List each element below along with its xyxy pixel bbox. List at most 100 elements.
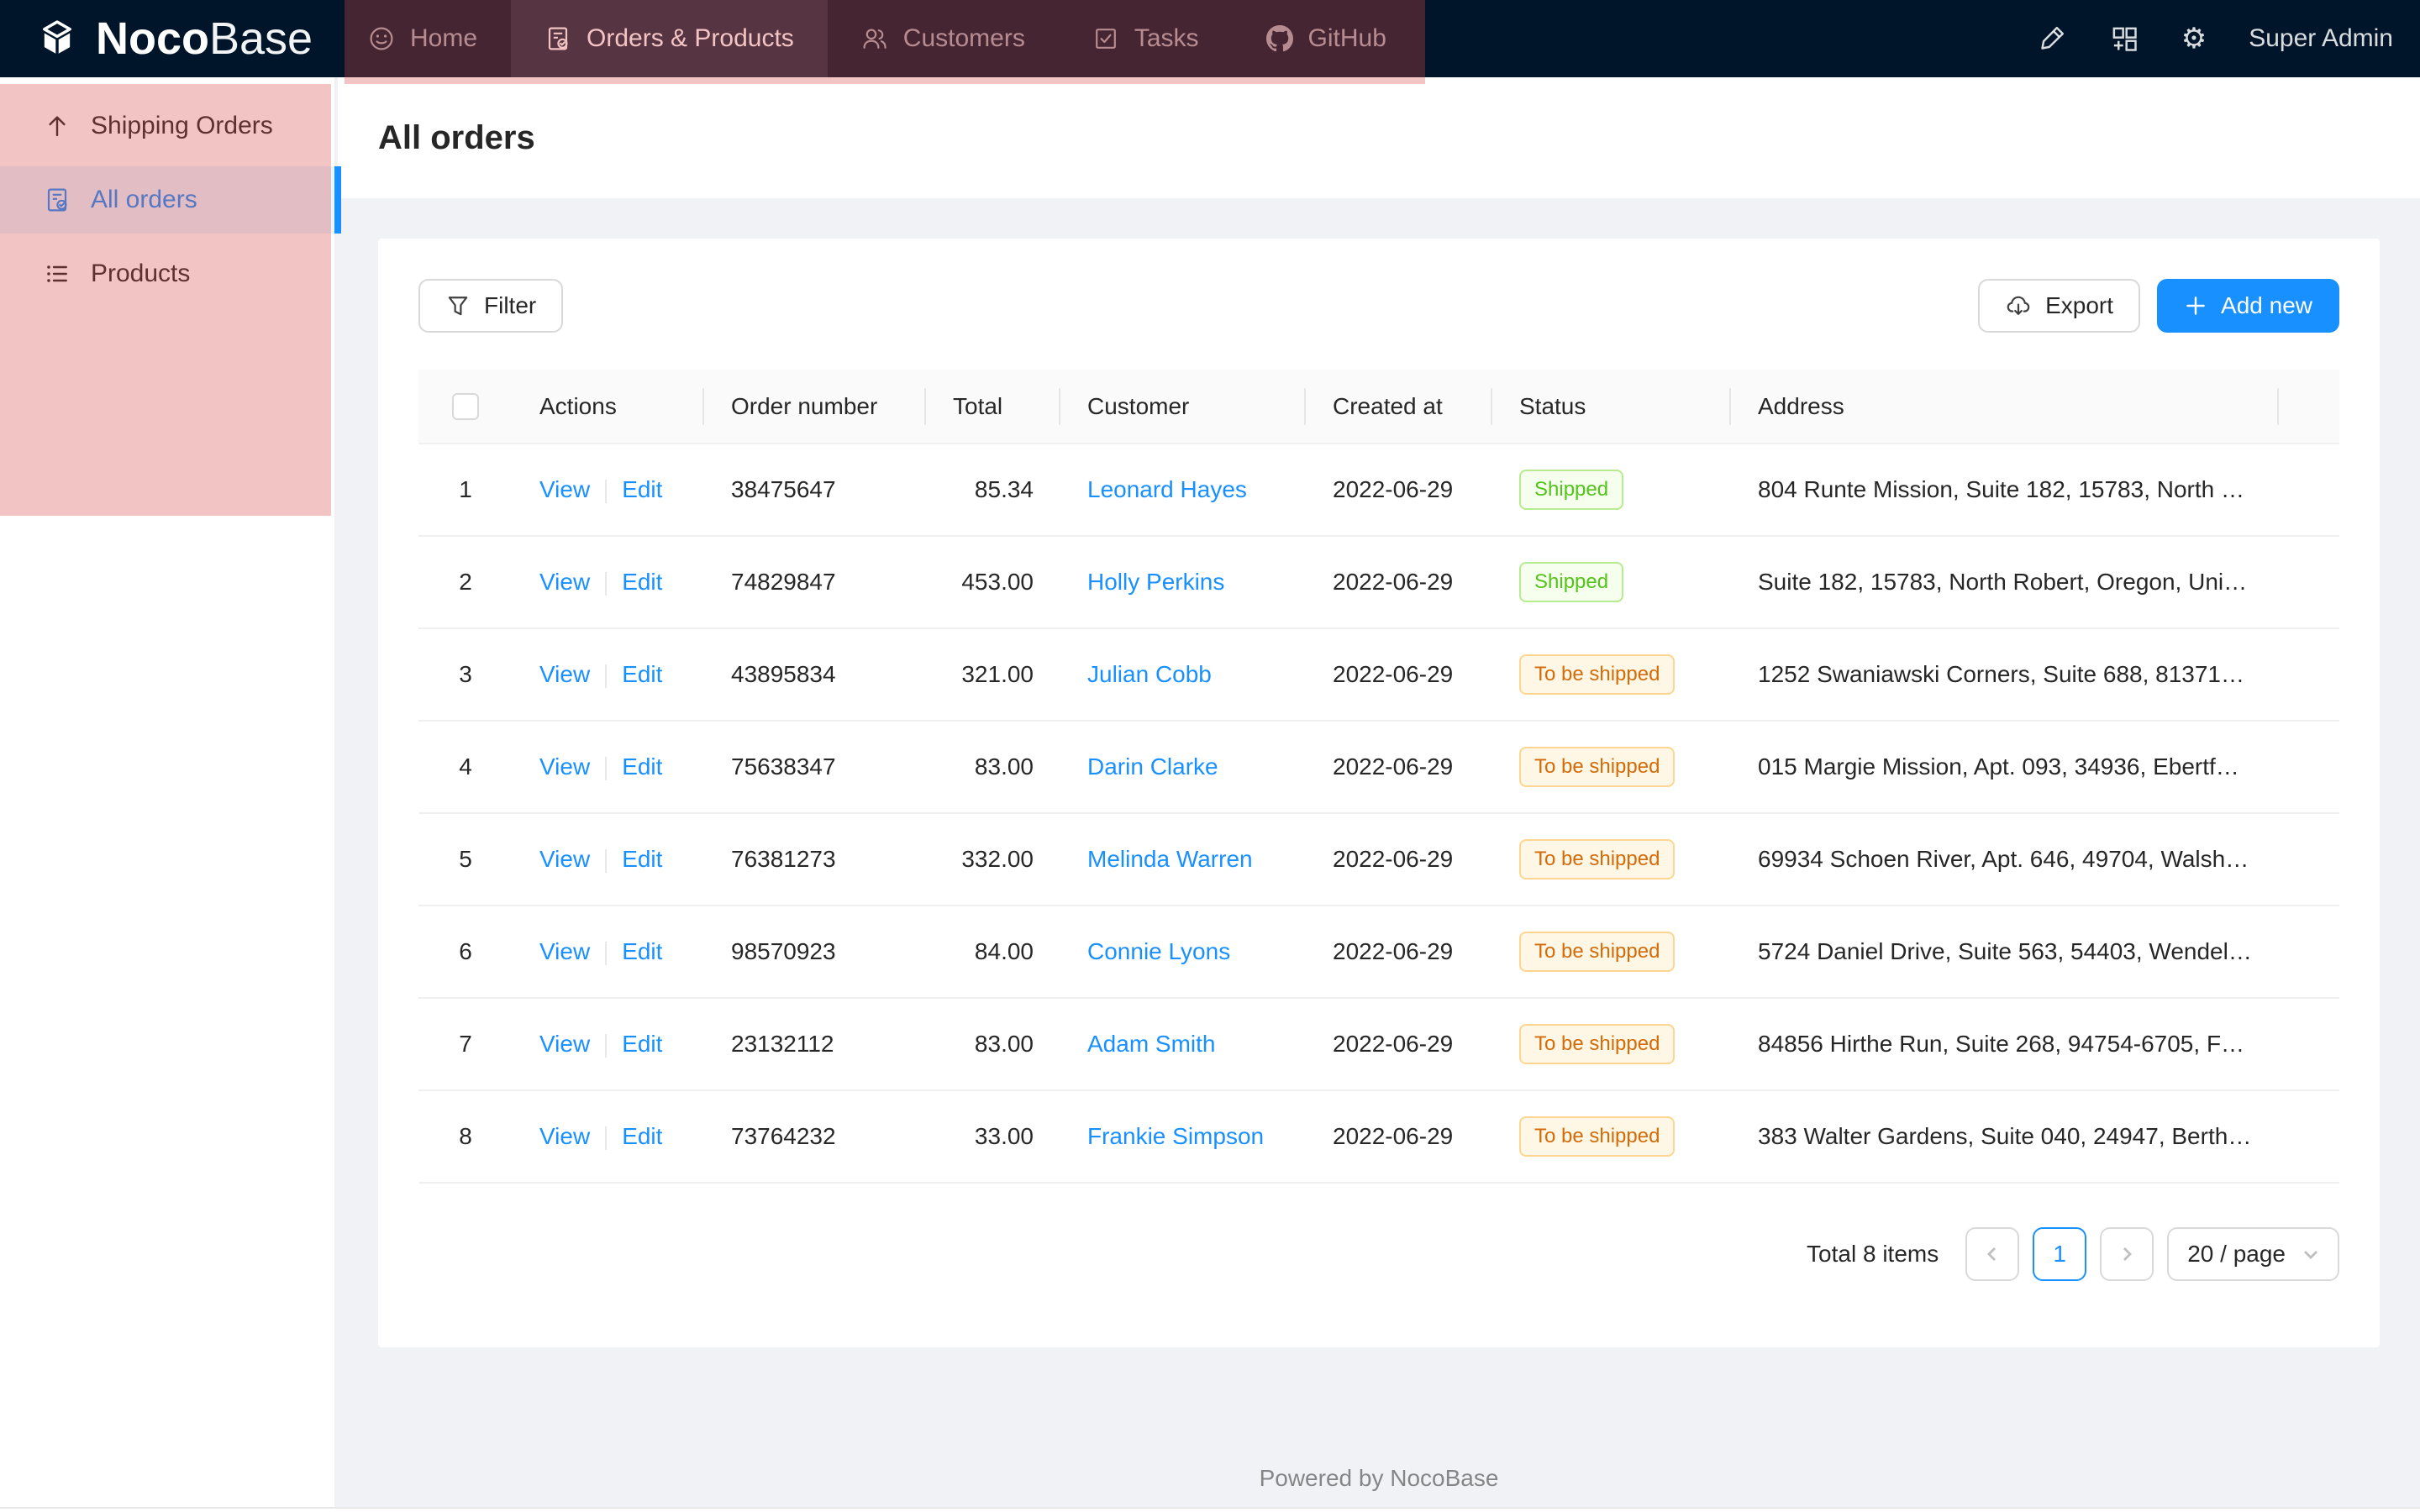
column-header-order-number: Order number: [704, 370, 926, 444]
nav-item-orders-products[interactable]: Orders & Products: [511, 0, 828, 77]
view-link[interactable]: View: [539, 569, 591, 595]
top-nav: Home Orders & Products Customers Tasks GitHu…: [334, 0, 1420, 77]
row-actions-cell: View Edit: [513, 1090, 704, 1184]
action-divider: [605, 848, 608, 873]
topbar-right: ⚙ Super Admin: [2037, 0, 2420, 77]
empty-cell: [2279, 721, 2339, 814]
column-header-status: Status: [1492, 370, 1731, 444]
edit-link[interactable]: Edit: [622, 569, 663, 595]
user-menu[interactable]: Super Admin: [2249, 24, 2393, 52]
gear-icon[interactable]: ⚙: [2181, 23, 2207, 55]
status-cell: To be shipped: [1492, 1090, 1731, 1184]
action-divider: [605, 479, 608, 503]
edit-link[interactable]: Edit: [622, 1123, 663, 1149]
created-at-cell: 2022-06-29: [1306, 1090, 1492, 1184]
customer-link[interactable]: Frankie Simpson: [1087, 1123, 1265, 1149]
created-at-cell: 2022-06-29: [1306, 906, 1492, 999]
order-number-cell: 76381273: [704, 813, 926, 906]
view-link[interactable]: View: [539, 753, 591, 780]
table-row: 5 View Edit 76381273 332.00 Melinda Warren 202…: [418, 813, 2339, 906]
filter-button[interactable]: Filter: [418, 279, 564, 333]
order-number-cell: 74829847: [704, 536, 926, 629]
order-number-cell: 43895834: [704, 628, 926, 722]
address-cell: Suite 182, 15783, North Robert, Oregon, …: [1731, 536, 2279, 629]
edit-link[interactable]: Edit: [622, 476, 663, 502]
export-button[interactable]: Export: [1978, 279, 2141, 333]
nav-item-tasks[interactable]: Tasks: [1059, 0, 1233, 77]
edit-link[interactable]: Edit: [622, 661, 663, 687]
customer-link[interactable]: Adam Smith: [1087, 1031, 1216, 1057]
add-new-button[interactable]: Add new: [2157, 279, 2339, 333]
total-cell: 84.00: [926, 906, 1060, 999]
edit-link[interactable]: Edit: [622, 846, 663, 872]
status-badge: Shipped: [1519, 562, 1624, 602]
nocobase-cube-icon: [35, 17, 79, 60]
sidebar-item-shipping-orders[interactable]: Shipping Orders: [0, 92, 334, 160]
edit-link[interactable]: Edit: [622, 1031, 663, 1057]
highlighter-icon[interactable]: [2037, 24, 2067, 54]
created-at-cell: 2022-06-29: [1306, 628, 1492, 722]
table-row: 4 View Edit 75638347 83.00 Darin Clarke 2022-0…: [418, 721, 2339, 814]
customer-link[interactable]: Melinda Warren: [1087, 846, 1253, 872]
pagination-next-button[interactable]: [2100, 1227, 2154, 1281]
blocks-add-icon[interactable]: [2109, 24, 2139, 54]
row-index-cell: 7: [418, 998, 513, 1091]
nav-item-github[interactable]: GitHub: [1233, 0, 1420, 77]
customer-link[interactable]: Darin Clarke: [1087, 753, 1218, 780]
file-done-icon: [44, 186, 71, 213]
action-divider: [605, 1033, 608, 1058]
list-icon: [44, 260, 71, 287]
nav-item-customers[interactable]: Customers: [828, 0, 1059, 77]
empty-cell: [2279, 628, 2339, 722]
total-cell: 321.00: [926, 628, 1060, 722]
status-badge: To be shipped: [1519, 1024, 1676, 1064]
view-link[interactable]: View: [539, 846, 591, 872]
row-actions-cell: View Edit: [513, 813, 704, 906]
status-cell: Shipped: [1492, 536, 1731, 629]
status-cell: To be shipped: [1492, 906, 1731, 999]
nocobase-logo[interactable]: NocoBase: [0, 0, 334, 77]
customer-link[interactable]: Leonard Hayes: [1087, 476, 1247, 502]
customer-cell: Leonard Hayes: [1060, 444, 1306, 537]
view-link[interactable]: View: [539, 1031, 591, 1057]
select-all-checkbox[interactable]: [452, 392, 479, 420]
row-index-cell: 5: [418, 813, 513, 906]
pagination-prev-button[interactable]: [1965, 1227, 2020, 1281]
customer-link[interactable]: Connie Lyons: [1087, 938, 1231, 964]
view-link[interactable]: View: [539, 476, 591, 502]
view-link[interactable]: View: [539, 1123, 591, 1149]
action-divider: [605, 941, 608, 965]
created-at-cell: 2022-06-29: [1306, 536, 1492, 629]
pagination-page-1[interactable]: 1: [2033, 1227, 2087, 1281]
customer-link[interactable]: Holly Perkins: [1087, 569, 1225, 595]
nav-item-label: Home: [410, 24, 478, 52]
filter-funnel-icon: [445, 293, 471, 318]
topbar-spacer: [1420, 0, 2037, 77]
view-link[interactable]: View: [539, 661, 591, 687]
status-badge: To be shipped: [1519, 654, 1676, 695]
file-done-icon: [544, 25, 571, 52]
created-at-cell: 2022-06-29: [1306, 444, 1492, 537]
empty-cell: [2279, 444, 2339, 537]
top-navbar: NocoBase Home Orders & Products Customers T…: [0, 0, 2420, 77]
empty-cell: [2279, 1090, 2339, 1184]
table-body: 1 View Edit 38475647 85.34 Leonard Hayes 2022-…: [418, 444, 2339, 1184]
edit-link[interactable]: Edit: [622, 753, 663, 780]
customer-link[interactable]: Julian Cobb: [1087, 661, 1212, 687]
nav-item-home[interactable]: Home: [334, 0, 511, 77]
row-index-cell: 6: [418, 906, 513, 999]
page-size-select[interactable]: 20 / page: [2167, 1227, 2339, 1281]
add-new-button-label: Add new: [2221, 292, 2312, 318]
edit-link[interactable]: Edit: [622, 938, 663, 964]
orders-card: Filter Export: [378, 239, 2380, 1347]
table-toolbar: Filter Export: [418, 279, 2339, 333]
table-row: 7 View Edit 23132112 83.00 Adam Smith 2022-06-…: [418, 998, 2339, 1091]
view-link[interactable]: View: [539, 938, 591, 964]
pagination-total: Total 8 items: [1807, 1241, 1939, 1267]
column-header-total: Total: [926, 370, 1060, 444]
customer-cell: Connie Lyons: [1060, 906, 1306, 999]
github-icon: [1265, 25, 1293, 52]
sidebar-item-products[interactable]: Products: [0, 240, 334, 307]
sidebar-item-all-orders[interactable]: All orders: [0, 166, 341, 234]
column-header-empty: [2279, 370, 2339, 444]
